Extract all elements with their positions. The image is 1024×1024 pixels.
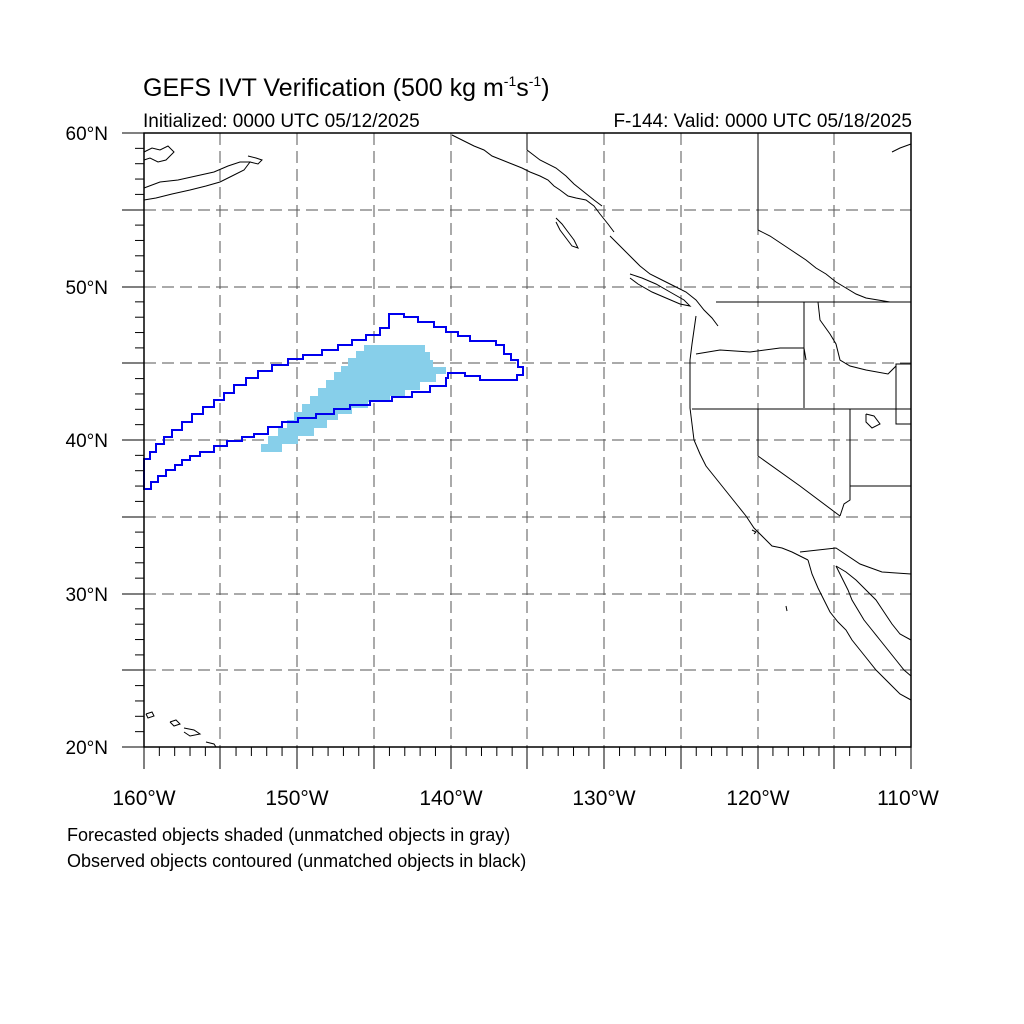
- forecast-legend-note: Forecasted objects shaded (unmatched obj…: [67, 825, 511, 845]
- lon-label-110w: 110°W: [877, 787, 939, 810]
- asia-coast: [143, 145, 175, 163]
- channel-islands: [751, 529, 757, 535]
- ut-co-border: [895, 364, 911, 425]
- lat-label-60n: 60°N: [66, 124, 108, 145]
- observed-object-contour: [143, 313, 524, 490]
- lon-label-130w: 130°W: [572, 787, 635, 810]
- valid-time-label: F-144: Valid: 0000 UTC 05/18/2025: [613, 111, 912, 132]
- bc-coast: [609, 235, 719, 327]
- great-bear-shore: [757, 229, 911, 303]
- mexico-mainland: [835, 565, 912, 641]
- init-time-label: Initialized: 0000 UTC 05/12/2025: [143, 111, 420, 132]
- ca-nv-border: [757, 409, 841, 517]
- political-borders: [692, 133, 912, 575]
- asia-coast-2: [143, 161, 251, 201]
- alaska-coast: [451, 134, 615, 233]
- hawaii-island-1: [145, 711, 155, 719]
- hawaii-island-3: [183, 727, 202, 737]
- observed-legend-note: Observed objects contoured (unmatched ob…: [67, 851, 527, 871]
- wa-or-border: [695, 347, 807, 361]
- coastlines: [143, 133, 912, 748]
- minor-ticks: [135, 147, 897, 756]
- forecast-object-shaded: [261, 345, 446, 452]
- lat-label-50n: 50°N: [66, 278, 108, 299]
- guadalupe-island: [785, 605, 788, 612]
- hawaii-island-4: [205, 741, 217, 748]
- lon-label-150w: 150°W: [265, 787, 328, 810]
- lat-label-30n: 30°N: [66, 585, 108, 606]
- lat-label-20n: 20°N: [66, 738, 108, 759]
- axis-ticks: [122, 132, 912, 769]
- lon-label-120w: 120°W: [726, 787, 789, 810]
- us-mexico-border: [799, 547, 912, 575]
- ne-coast: [891, 143, 912, 153]
- gulf-of-california: [835, 565, 912, 677]
- lon-label-140w: 140°W: [419, 787, 482, 810]
- lat-label-40n: 40°N: [66, 431, 108, 452]
- hawaii-island-2: [169, 719, 181, 727]
- figure-title: GEFS IVT Verification (500 kg m-1s-1): [143, 73, 550, 102]
- vancouver-island: [629, 273, 692, 307]
- siberia-islands: [247, 155, 263, 165]
- alaska-border: [526, 133, 603, 207]
- lon-label-160w: 160°W: [112, 787, 175, 810]
- baja-coast: [807, 559, 912, 701]
- great-salt-lake: [865, 413, 881, 429]
- bc-islands: [555, 217, 579, 249]
- us-west-coast: [689, 315, 809, 561]
- nv-az-border: [839, 409, 851, 517]
